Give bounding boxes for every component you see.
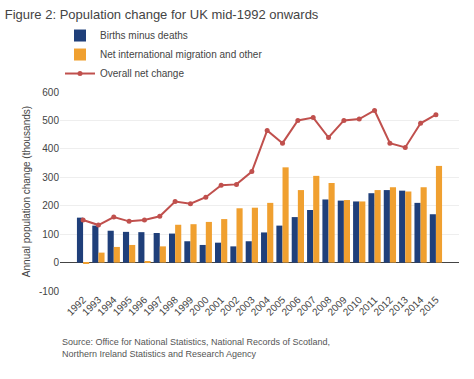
svg-text:1999: 1999 <box>172 294 196 318</box>
svg-text:2014: 2014 <box>402 294 426 318</box>
svg-text:1992: 1992 <box>65 294 89 318</box>
svg-text:500: 500 <box>42 115 59 126</box>
svg-text:300: 300 <box>42 172 59 183</box>
svg-text:1994: 1994 <box>95 294 119 318</box>
svg-text:2002: 2002 <box>218 294 242 318</box>
svg-text:Net international migration an: Net international migration and other <box>100 49 262 60</box>
svg-text:Source: Office for National St: Source: Office for National Statistics, … <box>62 337 330 359</box>
svg-text:2000: 2000 <box>187 294 211 318</box>
svg-text:2005: 2005 <box>264 294 288 318</box>
svg-text:Overall net change: Overall net change <box>100 68 184 79</box>
svg-text:2008: 2008 <box>310 294 334 318</box>
svg-text:2013: 2013 <box>387 294 411 318</box>
svg-text:2007: 2007 <box>295 294 319 318</box>
svg-text:1997: 1997 <box>141 294 165 318</box>
svg-text:1996: 1996 <box>126 294 150 318</box>
svg-text:1993: 1993 <box>80 294 104 318</box>
svg-text:Figure 2: Population change fo: Figure 2: Population change for UK mid-1… <box>5 7 319 22</box>
svg-text:1998: 1998 <box>157 294 181 318</box>
svg-text:2009: 2009 <box>325 294 349 318</box>
svg-text:400: 400 <box>42 143 59 154</box>
svg-text:2012: 2012 <box>371 294 395 318</box>
svg-text:2001: 2001 <box>203 294 227 318</box>
svg-text:200: 200 <box>42 200 59 211</box>
svg-text:Births minus deaths: Births minus deaths <box>100 30 188 41</box>
svg-text:100: 100 <box>42 229 59 240</box>
svg-text:600: 600 <box>42 87 59 98</box>
svg-text:0: 0 <box>53 257 59 268</box>
svg-text:2015: 2015 <box>417 294 441 318</box>
svg-text:1995: 1995 <box>111 294 135 318</box>
svg-text:2003: 2003 <box>233 294 257 318</box>
svg-text:-100: -100 <box>39 286 59 297</box>
svg-text:2006: 2006 <box>279 294 303 318</box>
svg-text:Annual population change (thou: Annual population change (thousands) <box>21 106 32 277</box>
svg-text:2010: 2010 <box>341 294 365 318</box>
svg-text:2011: 2011 <box>357 294 380 317</box>
svg-text:2004: 2004 <box>249 294 273 318</box>
